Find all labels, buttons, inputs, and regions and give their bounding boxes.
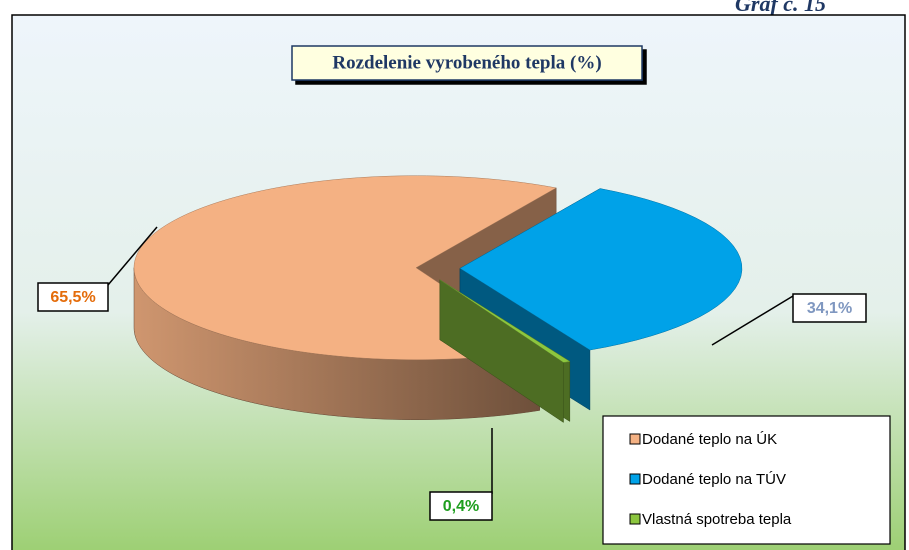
leader-line: [711, 295, 794, 346]
data-labels: 65,5% 34,1% 0,4%: [37, 226, 867, 521]
legend: [602, 415, 891, 545]
data-label: 34,1%: [807, 300, 852, 317]
title-box: [291, 45, 643, 81]
label-box: [429, 491, 493, 521]
annotation: Graf č. 15: [735, 0, 826, 16]
slice: [439, 279, 571, 363]
legend-label: Vlastná spotreba tepla: [642, 511, 792, 528]
data-label: 0,4%: [443, 498, 479, 515]
label-box: [792, 293, 867, 323]
legend-swatch: [629, 513, 641, 525]
data-label: 65,5%: [50, 289, 95, 306]
leader-line: [107, 226, 158, 286]
pie: [133, 175, 743, 423]
legend-swatch: [629, 473, 641, 485]
chart-title: Rozdelenie vyrobeného tepla (%): [332, 52, 601, 73]
legend-swatch: [629, 433, 641, 445]
legend-label: Dodané teplo na TÚV: [642, 471, 786, 488]
label-box: [37, 282, 109, 312]
legend-label: Dodané teplo na ÚK: [642, 431, 777, 448]
slice: [459, 188, 743, 351]
